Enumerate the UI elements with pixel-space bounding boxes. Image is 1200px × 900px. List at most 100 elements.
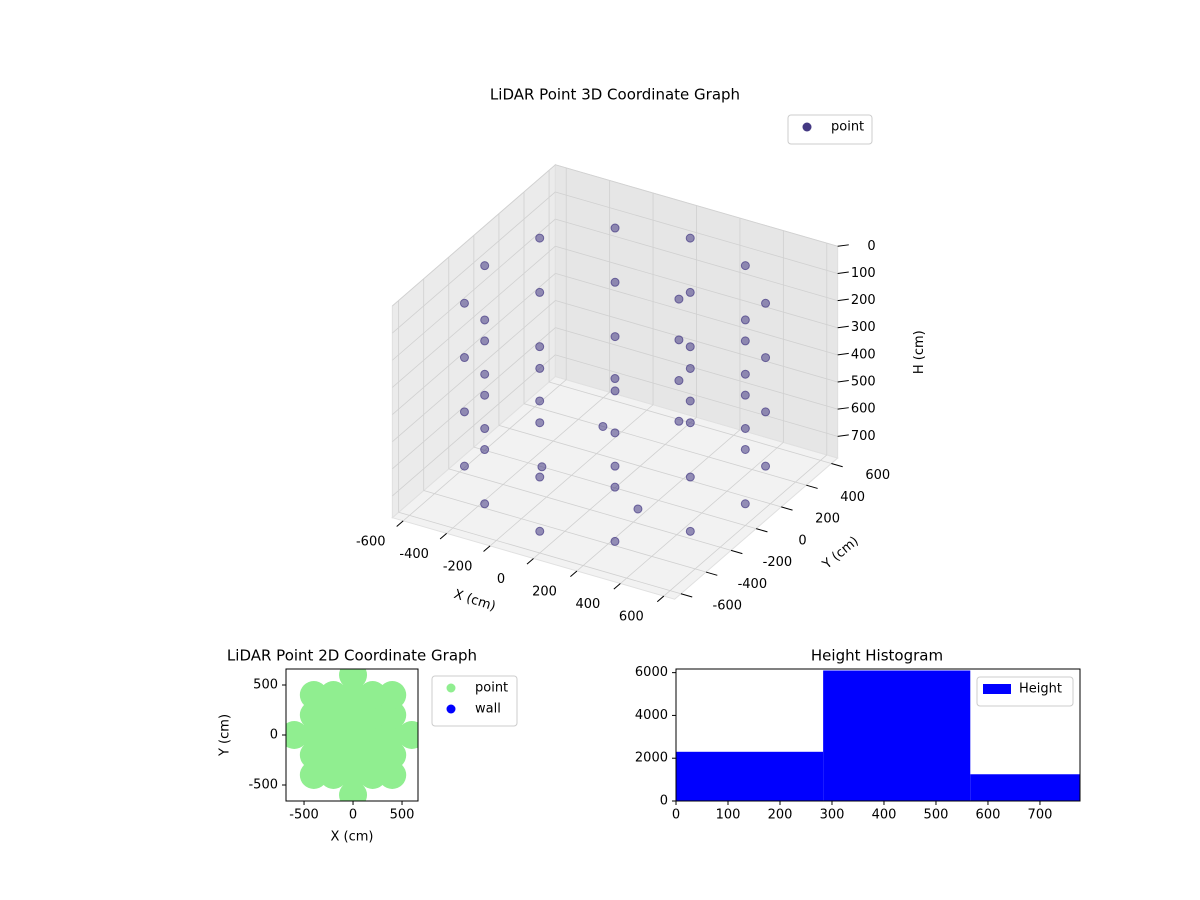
plot-group — [286, 669, 418, 801]
data-point — [740, 315, 750, 325]
data-point — [685, 472, 695, 482]
x-tick-label: 200 — [532, 585, 557, 600]
data-point — [740, 261, 750, 271]
data-point — [761, 353, 771, 363]
data-point — [610, 461, 620, 471]
data-point — [299, 761, 328, 789]
grid-line — [555, 218, 838, 301]
legend-box — [787, 114, 873, 145]
data-point — [740, 369, 750, 379]
data-point — [610, 386, 620, 396]
data-point — [685, 418, 695, 428]
tick-mark — [656, 595, 665, 603]
data-point — [339, 721, 368, 749]
data-point — [740, 444, 750, 454]
data-point — [535, 342, 545, 352]
legend-label: wall — [475, 702, 501, 717]
data-point — [685, 233, 695, 243]
data-point — [535, 287, 545, 297]
data-point — [319, 701, 348, 729]
tick-mark — [806, 484, 818, 489]
x-tick-label: 0 — [497, 572, 505, 587]
data-point — [535, 418, 545, 428]
y-tick-label: 500 — [253, 678, 278, 693]
y-tick-label: 4000 — [635, 708, 668, 723]
grid-line — [392, 164, 556, 307]
data-point — [685, 287, 695, 297]
data-point — [339, 669, 368, 689]
grid-line — [555, 273, 838, 356]
data-point — [319, 681, 348, 709]
tick-mark — [837, 298, 849, 302]
data-point — [459, 407, 469, 417]
tick-mark — [526, 558, 534, 565]
y-tick-label: 200 — [815, 512, 840, 527]
x-tick-label: -600 — [356, 535, 386, 550]
grid-line — [392, 245, 556, 388]
grid-line — [555, 300, 838, 383]
data-point — [299, 701, 328, 729]
data-point — [740, 336, 750, 346]
x-tick-label: 500 — [390, 808, 415, 823]
grid-line — [523, 403, 807, 486]
data-point — [761, 407, 771, 417]
legend-label: point — [475, 681, 508, 696]
axes-frame — [675, 668, 1081, 802]
tick-mark — [396, 520, 404, 527]
grid-line — [423, 490, 707, 573]
grid-line — [498, 425, 782, 508]
grid-line — [392, 327, 556, 470]
data-point — [358, 741, 387, 769]
data-point — [740, 499, 750, 509]
data-point — [480, 445, 490, 455]
data-point — [378, 761, 407, 789]
data-point — [339, 701, 368, 729]
grid-line — [555, 164, 838, 247]
tick-mark — [613, 583, 621, 590]
tick-mark — [837, 434, 849, 437]
data-point — [685, 526, 695, 536]
x-tick-label: 600 — [619, 610, 644, 625]
data-point — [459, 298, 469, 308]
legend-marker — [802, 122, 812, 132]
data-point — [674, 294, 684, 304]
x-tick-label: 300 — [820, 808, 845, 823]
data-point — [358, 721, 387, 749]
data-point — [378, 681, 407, 709]
tick-mark — [837, 380, 849, 383]
data-point — [610, 332, 620, 342]
data-point — [610, 536, 620, 546]
data-point — [480, 499, 490, 509]
data-point — [358, 761, 387, 789]
data-point — [610, 428, 620, 438]
data-point — [480, 261, 490, 271]
data-point — [535, 526, 545, 536]
data-point — [319, 741, 348, 769]
x-tick-label: 400 — [576, 597, 601, 612]
tick-mark — [705, 571, 718, 576]
data-point — [535, 233, 545, 243]
x-tick-label: 500 — [924, 808, 949, 823]
tick-mark — [570, 570, 578, 578]
z-axis-label: H (cm) — [912, 330, 927, 374]
z-tick-label: 500 — [851, 375, 876, 390]
y-tick-label: 6000 — [635, 665, 668, 680]
tick-mark — [831, 462, 843, 468]
data-point — [761, 461, 771, 471]
tick-mark — [837, 244, 849, 247]
z-tick-label: 100 — [851, 266, 876, 281]
data-point — [535, 472, 545, 482]
data-point — [674, 376, 684, 386]
chart-title: Height Histogram — [811, 647, 943, 665]
grid-line — [392, 191, 556, 334]
y-tick-label: 400 — [840, 490, 865, 505]
data-point — [610, 374, 620, 384]
data-point — [319, 761, 348, 789]
data-point — [299, 721, 328, 749]
data-point — [740, 423, 750, 433]
y-tick-label: 600 — [865, 468, 890, 483]
data-point — [685, 363, 695, 373]
z-tick-label: 300 — [851, 320, 876, 335]
grid-line — [392, 218, 556, 361]
